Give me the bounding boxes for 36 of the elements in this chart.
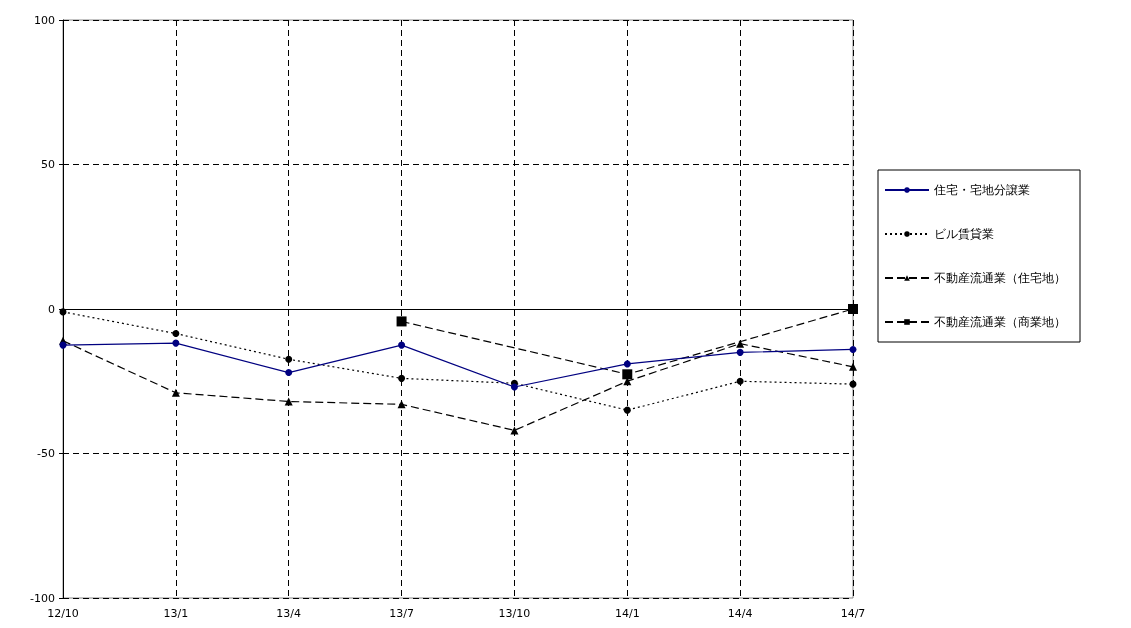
x-tick-label: 13/4 (276, 607, 302, 620)
legend-label: 住宅・宅地分譲業 (933, 183, 1030, 197)
point (623, 406, 631, 414)
point (171, 388, 180, 397)
point (736, 339, 745, 348)
point (736, 377, 744, 385)
x-tick-label: 13/7 (389, 607, 414, 620)
x-tick-label: 14/4 (727, 607, 753, 620)
legend-label: 不動産流通業（住宅地） (934, 271, 1066, 285)
point (398, 374, 406, 382)
y-tick-label: 100 (34, 13, 55, 27)
point (398, 341, 406, 349)
point (510, 383, 518, 391)
legend-label: ビル賃貸業 (934, 227, 994, 241)
x-tick-label: 13/10 (498, 607, 531, 620)
y-tick-label: 50 (41, 158, 55, 171)
point (396, 316, 407, 327)
point (848, 304, 858, 314)
y-tick-label: -100 (30, 591, 55, 605)
point (623, 360, 631, 368)
legend-label: 不動産流通業（商業地） (934, 315, 1066, 329)
x-tick-label: 12/10 (47, 607, 79, 620)
point (622, 369, 633, 380)
x-tick-label: 14/7 (840, 607, 866, 620)
point (849, 345, 857, 353)
point (397, 400, 406, 409)
x-tick-label: 13/1 (163, 607, 189, 620)
point (285, 369, 293, 377)
y-tick-label: -50 (37, 447, 55, 460)
x-tick-label: 14/1 (614, 607, 640, 620)
point (285, 355, 293, 363)
point (736, 348, 744, 356)
point (172, 339, 180, 347)
point (172, 330, 180, 338)
y-tick-label: 0 (48, 302, 55, 316)
point (849, 362, 857, 371)
